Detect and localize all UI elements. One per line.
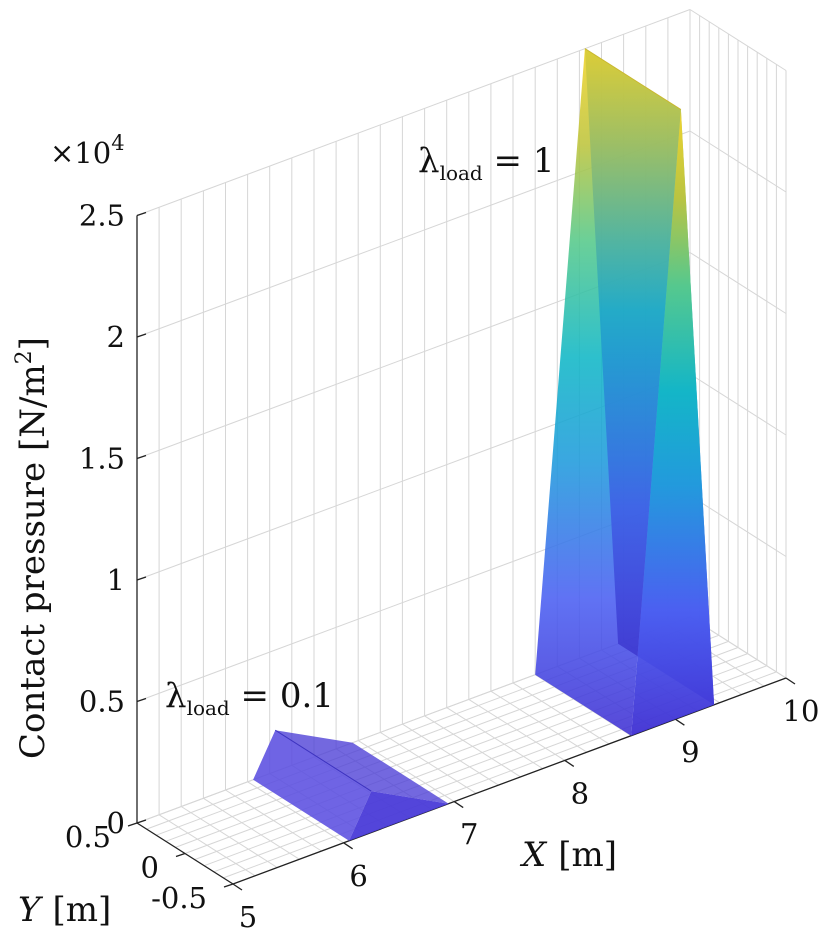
x-tick-label: 6 <box>349 859 367 893</box>
surface-front-edge <box>349 791 449 841</box>
side-wall-grid-horizontal <box>689 9 787 71</box>
y-tick-mark <box>223 883 234 888</box>
x-tick-mark <box>564 759 575 767</box>
surface-ridge-line <box>275 729 372 792</box>
x-tick-mark <box>232 883 243 891</box>
y-tick-label: 0 <box>141 851 159 885</box>
x-tick-label: 8 <box>571 776 589 810</box>
z-tick-label: 0 <box>107 806 125 840</box>
surface-front-edge <box>631 109 715 736</box>
annotation-load-1: λload = 1 <box>418 141 554 185</box>
x-tick-label: 10 <box>783 694 820 728</box>
surface-ridge-line <box>584 48 682 111</box>
z-exponent-label: ×104 <box>50 131 125 170</box>
side-wall-grid-horizontal <box>689 495 787 557</box>
side-wall-grid-horizontal <box>689 252 787 314</box>
side-wall-grid-horizontal <box>689 373 787 436</box>
x-tick-mark <box>343 842 353 850</box>
z-tick-label: 2.5 <box>79 199 125 233</box>
z-tick-mark <box>136 333 147 338</box>
annotation-load-0-1: λload = 0.1 <box>165 676 334 720</box>
y-tick-mark <box>175 852 186 858</box>
z-tick-label: 0.5 <box>79 685 125 719</box>
z-tick-label: 1.5 <box>79 442 125 476</box>
side-wall-grid-horizontal <box>689 130 787 193</box>
y-tick-label: -0.5 <box>151 881 207 915</box>
x-tick-label: 5 <box>239 900 257 934</box>
x-tick-mark <box>785 677 796 685</box>
surface-rising-face <box>253 730 372 841</box>
surface-falling-face <box>275 730 449 804</box>
y-tick-mark <box>127 822 138 827</box>
z-tick-mark <box>136 819 147 824</box>
x-tick-mark <box>675 718 685 726</box>
axis-lines <box>127 211 796 891</box>
x-tick-label: 7 <box>460 818 478 852</box>
y-axis-label: Y [m] <box>18 890 111 930</box>
pressure-surfaces <box>253 48 715 841</box>
y-tick-label: 0.5 <box>65 820 111 854</box>
back-wall-grid-horizontal <box>136 9 691 216</box>
x-axis-label: X [m] <box>519 835 617 875</box>
z-tick-mark <box>136 454 147 460</box>
x-tick-mark <box>453 801 464 809</box>
pressure-surface-0 <box>253 729 449 841</box>
z-tick-mark <box>136 697 147 703</box>
z-tick-label: 1 <box>107 563 125 597</box>
z-tick-mark <box>136 576 147 581</box>
z-tick-mark <box>136 211 147 217</box>
pressure-surface-1 <box>535 48 715 736</box>
x-tick-label: 9 <box>681 735 699 769</box>
z-axis-label: Contact pressure [N/m2] <box>12 337 53 759</box>
z-tick-label: 2 <box>107 320 125 354</box>
